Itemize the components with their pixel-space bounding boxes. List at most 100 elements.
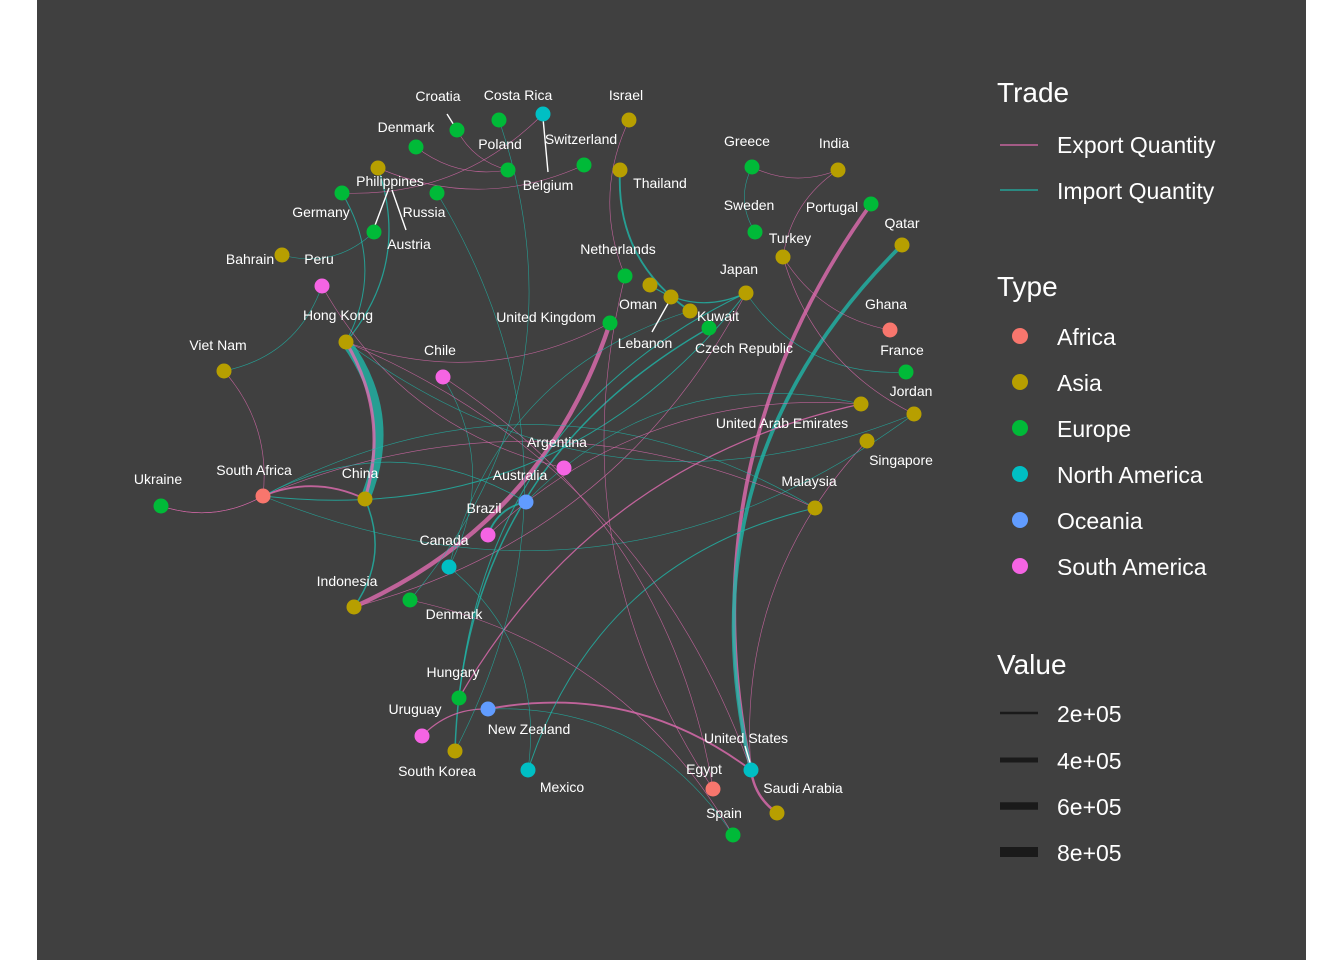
node-label-egypt: Egypt xyxy=(686,761,722,777)
node-australia[interactable] xyxy=(519,495,534,510)
node-bahrain[interactable] xyxy=(275,248,290,263)
node-label-croatia: Croatia xyxy=(415,88,460,104)
node-viet-nam[interactable] xyxy=(217,364,232,379)
node-kuwait[interactable] xyxy=(683,304,698,319)
node-label-singapore: Singapore xyxy=(869,452,933,468)
node-france[interactable] xyxy=(899,365,914,380)
node-chile[interactable] xyxy=(436,370,451,385)
node-mexico[interactable] xyxy=(521,763,536,778)
legend-type-label-asia: Asia xyxy=(1057,370,1102,396)
node-denmark-s[interactable] xyxy=(403,593,418,608)
node-brazil[interactable] xyxy=(481,528,496,543)
node-label-canada: Canada xyxy=(419,532,468,548)
node-turkey[interactable] xyxy=(776,250,791,265)
node-label-uae: United Arab Emirates xyxy=(716,415,848,431)
node-greece[interactable] xyxy=(745,160,760,175)
node-uruguay[interactable] xyxy=(415,729,430,744)
node-label-uruguay: Uruguay xyxy=(389,701,442,717)
node-peru[interactable] xyxy=(315,279,330,294)
node-russia[interactable] xyxy=(430,186,445,201)
legend-import-label: Import Quantity xyxy=(1057,178,1215,204)
edge-export xyxy=(410,600,733,835)
edge-export xyxy=(354,323,610,607)
node-label-sweden: Sweden xyxy=(724,197,775,213)
node-saudi-arabia[interactable] xyxy=(770,806,785,821)
node-label-philippines: Philippines xyxy=(356,173,424,189)
legend-type-label-south-america: South America xyxy=(1057,554,1207,580)
node-hong-kong[interactable] xyxy=(339,335,354,350)
node-label-thailand: Thailand xyxy=(633,175,687,191)
legend-type-swatch-africa xyxy=(1012,328,1028,344)
legend-type-label-africa: Africa xyxy=(1057,324,1116,350)
edge-import xyxy=(410,120,529,600)
legend-type-swatch-south-america xyxy=(1012,558,1028,574)
node-label-australia: Australia xyxy=(493,467,548,483)
node-argentina[interactable] xyxy=(557,461,572,476)
legend-type-swatch-oceania xyxy=(1012,512,1028,528)
edge-import xyxy=(224,286,322,371)
node-label-germany: Germany xyxy=(292,204,350,220)
node-oman[interactable] xyxy=(643,278,658,293)
node-qatar[interactable] xyxy=(895,238,910,253)
node-label-france: France xyxy=(880,342,924,358)
node-label-bahrain: Bahrain xyxy=(226,251,274,267)
node-denmark-n[interactable] xyxy=(409,140,424,155)
edge-import xyxy=(263,462,526,502)
node-label-malaysia: Malaysia xyxy=(781,473,836,489)
node-austria[interactable] xyxy=(367,225,382,240)
node-united-kingdom[interactable] xyxy=(603,316,618,331)
node-label-netherlands: Netherlands xyxy=(580,241,656,257)
edge-import xyxy=(354,499,375,607)
node-label-turkey: Turkey xyxy=(769,230,811,246)
legend-type-swatch-asia xyxy=(1012,374,1028,390)
node-singapore[interactable] xyxy=(860,434,875,449)
node-uae[interactable] xyxy=(854,397,869,412)
node-india[interactable] xyxy=(831,163,846,178)
node-new-zealand[interactable] xyxy=(481,702,496,717)
node-label-belgium: Belgium xyxy=(523,177,574,193)
legend-type-items: AfricaAsiaEuropeNorth AmericaOceaniaSout… xyxy=(1012,324,1207,580)
node-indonesia[interactable] xyxy=(347,600,362,615)
node-netherlands[interactable] xyxy=(618,269,633,284)
node-israel[interactable] xyxy=(622,113,637,128)
legend-type-title: Type xyxy=(997,271,1058,302)
edge-export xyxy=(346,323,610,362)
node-portugal[interactable] xyxy=(864,197,879,212)
node-jordan[interactable] xyxy=(907,407,922,422)
node-label-lebanon: Lebanon xyxy=(618,335,673,351)
node-spain[interactable] xyxy=(726,828,741,843)
node-japan[interactable] xyxy=(739,286,754,301)
node-poland[interactable] xyxy=(492,113,507,128)
node-label-poland: Poland xyxy=(478,136,522,152)
legend-export-label: Export Quantity xyxy=(1057,132,1216,158)
node-malaysia[interactable] xyxy=(808,501,823,516)
node-canada[interactable] xyxy=(442,560,457,575)
legend-trade-title: Trade xyxy=(997,77,1069,108)
node-label-greece: Greece xyxy=(724,133,770,149)
node-label-chile: Chile xyxy=(424,342,456,358)
node-ukraine[interactable] xyxy=(154,499,169,514)
edge-export xyxy=(161,496,263,513)
node-egypt[interactable] xyxy=(706,782,721,797)
node-ghana[interactable] xyxy=(883,323,898,338)
legend-value-label-2: 4e+05 xyxy=(1057,748,1122,774)
node-belgium[interactable] xyxy=(501,163,516,178)
node-switzerland[interactable] xyxy=(577,158,592,173)
node-china[interactable] xyxy=(358,492,373,507)
node-label-denmark-s: Denmark xyxy=(426,606,484,622)
node-united-states[interactable] xyxy=(744,763,759,778)
node-thailand[interactable] xyxy=(613,163,628,178)
node-hungary[interactable] xyxy=(452,691,467,706)
legend-type-label-north-america: North America xyxy=(1057,462,1203,488)
node-lebanon[interactable] xyxy=(664,290,679,305)
node-south-korea[interactable] xyxy=(448,744,463,759)
legend-type-label-europe: Europe xyxy=(1057,416,1131,442)
node-sweden[interactable] xyxy=(748,225,763,240)
node-croatia[interactable] xyxy=(450,123,465,138)
node-germany[interactable] xyxy=(335,186,350,201)
node-south-africa[interactable] xyxy=(256,489,271,504)
node-label-india: India xyxy=(819,135,850,151)
node-label-portugal: Portugal xyxy=(806,199,858,215)
node-costa-rica[interactable] xyxy=(536,107,551,122)
